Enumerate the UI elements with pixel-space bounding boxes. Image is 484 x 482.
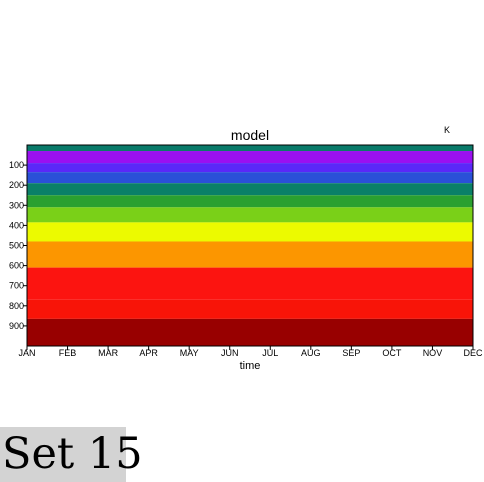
y-tick-label: 900 <box>9 321 24 331</box>
y-tick-label: 700 <box>9 281 24 291</box>
set-label: Set 15 <box>0 427 143 482</box>
heatmap-band <box>27 318 473 346</box>
heatmap-band <box>27 222 473 242</box>
heatmap-band <box>27 145 473 152</box>
x-tick-label: MAR <box>98 348 119 358</box>
unit-label: K <box>444 125 450 135</box>
heatmap-band <box>27 299 473 319</box>
heatmap-chart: model K 100 200 300 400 500 600 700 800 900 JAN F… <box>9 125 483 372</box>
y-tick-label: 400 <box>9 220 24 230</box>
heatmap-band <box>27 207 473 223</box>
x-tick-label: DEC <box>463 348 483 358</box>
y-tick-label: 300 <box>9 200 24 210</box>
x-tick-label: JUN <box>221 348 239 358</box>
y-tick-label: 600 <box>9 261 24 271</box>
y-axis: 100 200 300 400 500 600 700 800 900 <box>9 160 27 331</box>
x-tick-label: JAN <box>18 348 35 358</box>
x-tick-label: FEB <box>59 348 77 358</box>
heatmap-band <box>27 163 473 173</box>
x-tick-label: JUL <box>262 348 278 358</box>
heatmap-bands <box>27 145 473 346</box>
x-tick-label: APR <box>139 348 158 358</box>
heatmap-band <box>27 172 473 184</box>
x-tick-label: SEP <box>342 348 360 358</box>
heatmap-band <box>27 183 473 196</box>
y-tick-label: 100 <box>9 160 24 170</box>
y-tick-label: 500 <box>9 241 24 251</box>
heatmap-band <box>27 267 473 300</box>
x-tick-label: MAY <box>180 348 199 358</box>
x-tick-label: AUG <box>301 348 321 358</box>
heatmap-band <box>27 151 473 164</box>
x-tick-label: OCT <box>382 348 402 358</box>
y-tick-label: 800 <box>9 301 24 311</box>
x-axis: JAN FEB MAR APR MAY JUN JUL AUG SEP OCT NOV DEC <box>18 346 483 358</box>
heatmap-band <box>27 195 473 208</box>
heatmap-band <box>27 241 473 268</box>
x-axis-label: time <box>240 360 261 372</box>
y-tick-label: 200 <box>9 180 24 190</box>
x-tick-label: NOV <box>423 348 443 358</box>
chart-title: model <box>231 127 269 143</box>
